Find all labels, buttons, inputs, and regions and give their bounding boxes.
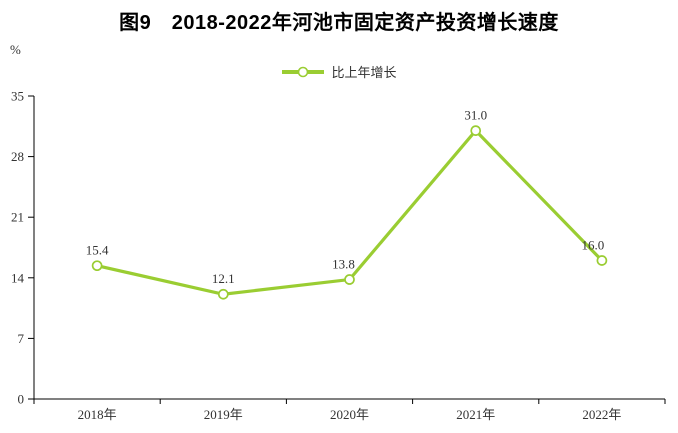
data-point-label: 12.1 — [212, 271, 235, 286]
data-point-marker — [217, 288, 229, 300]
x-category-label: 2018年 — [78, 407, 117, 422]
legend: 比上年增长 — [0, 62, 678, 81]
data-point-marker — [596, 255, 608, 266]
legend-label: 比上年增长 — [331, 65, 397, 80]
x-category-label: 2022年 — [582, 407, 621, 422]
x-category-label: 2019年 — [204, 407, 243, 422]
x-category-label: 2021年 — [456, 407, 495, 422]
y-tick-label: 7 — [18, 331, 25, 346]
data-point-label: 31.0 — [464, 108, 487, 123]
data-point-label: 13.8 — [332, 257, 355, 272]
x-category-label: 2020年 — [330, 407, 369, 422]
data-point-marker — [344, 274, 355, 285]
y-tick-label: 0 — [18, 392, 25, 407]
data-point-label: 15.4 — [86, 243, 109, 258]
y-tick-label: 28 — [11, 149, 24, 164]
legend-line-marker-icon — [282, 66, 325, 77]
data-point-marker — [91, 260, 103, 272]
chart-title: 图9 2018-2022年河池市固定资产投资增长速度 — [119, 12, 559, 34]
y-tick-label: 14 — [11, 270, 25, 285]
data-point-label: 16.0 — [582, 237, 605, 252]
data-point-marker — [470, 125, 482, 136]
y-tick-label: 21 — [11, 210, 24, 225]
y-axis-unit-label: % — [10, 42, 21, 57]
y-tick-label: 35 — [11, 89, 24, 104]
